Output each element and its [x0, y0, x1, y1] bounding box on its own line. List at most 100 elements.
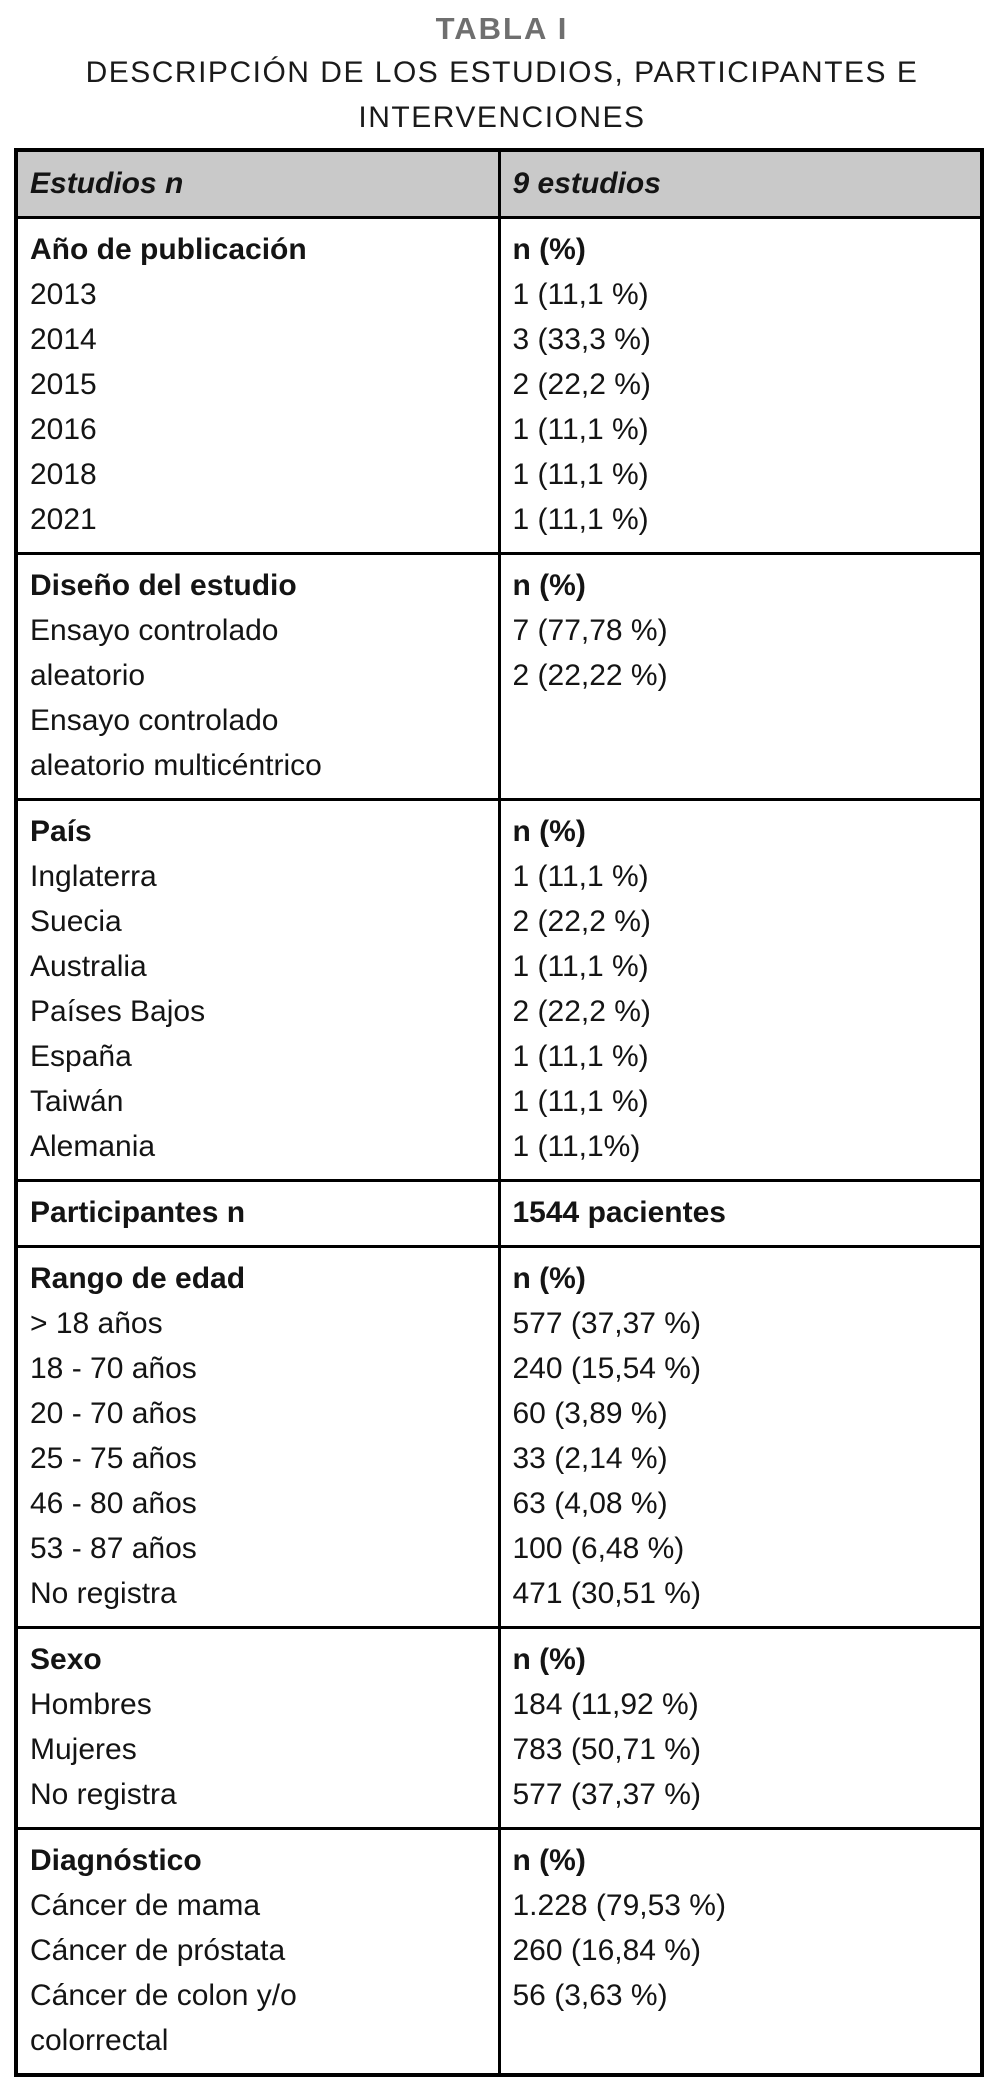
cell-line: 1 (11,1 %) [512, 278, 649, 311]
cell-line: Cáncer de colon y/o [30, 1979, 297, 2012]
cell-line: n (%) [512, 1643, 586, 1676]
cell-line: 1 (11,1%) [512, 1130, 641, 1163]
cell-line: 60 (3,89 %) [512, 1397, 668, 1430]
cell-line: 100 (6,48 %) [512, 1532, 685, 1565]
cell-line: 2014 [30, 323, 97, 356]
cell-line: 1 (11,1 %) [512, 1040, 649, 1073]
cell-line: 18 - 70 años [30, 1352, 197, 1385]
cell-line: 56 (3,63 %) [512, 1979, 668, 2012]
studies-description-table: Estudios n 9 estudios Año de publicación… [14, 148, 984, 2077]
cell-line: 2 (22,2 %) [512, 905, 651, 938]
cell-line: Participantes n [30, 1196, 246, 1229]
table-caption-line-1: DESCRIPCIÓN DE LOS ESTUDIOS, PARTICIPANT… [85, 56, 919, 89]
cell-line: 1 (11,1 %) [512, 950, 649, 983]
cell-line: n (%) [512, 1844, 586, 1877]
cell-line: 1 (11,1 %) [512, 413, 649, 446]
cell-line: No registra [30, 1577, 177, 1610]
cell-line: 184 (11,92 %) [512, 1688, 699, 1721]
cell-line: Ensayo controlado [30, 614, 279, 647]
cell-line: 577 (37,37 %) [512, 1778, 701, 1811]
cell-line: Cáncer de próstata [30, 1934, 286, 1967]
cell-line: España [30, 1040, 132, 1073]
cell-line: 20 - 70 años [30, 1397, 197, 1430]
cell-line: 1 (11,1 %) [512, 1085, 649, 1118]
cell-line: Mujeres [30, 1733, 137, 1766]
cell-line: 1 (11,1 %) [512, 503, 649, 536]
cell-line: 33 (2,14 %) [512, 1442, 668, 1475]
cell-line: Diagnóstico [30, 1844, 202, 1877]
header-cell-estudios: Estudios n [14, 148, 501, 219]
cell-line: 783 (50,71 %) [512, 1733, 701, 1766]
cell-line: Año de publicación [30, 233, 307, 266]
label-cell: Participantes n [14, 1179, 501, 1248]
cell-line: 471 (30,51 %) [512, 1577, 701, 1610]
value-cell: n (%) 577 (37,37 %) 240 (15,54 %) 60 (3,89 … [497, 1245, 984, 1629]
cell-line: País [30, 815, 92, 848]
cell-line: Cáncer de mama [30, 1889, 261, 1922]
table-section-row: Rango de edad > 18 años 18 - 70 años 20 - 7… [14, 1245, 984, 1629]
cell-line: Países Bajos [30, 995, 206, 1028]
table-section-row: Sexo Hombres Mujeres No registra n (%) 184 (1… [14, 1626, 984, 1830]
table-section-row: Diseño del estudio Ensayo controlado aleat… [14, 552, 984, 801]
cell-line: 240 (15,54 %) [512, 1352, 701, 1385]
header-cell-count: 9 estudios [497, 148, 984, 219]
table-section-row: Participantes n 1544 pacientes [14, 1179, 984, 1248]
cell-line: aleatorio multicéntrico [30, 749, 322, 782]
table-body: Año de publicación 2013 2014 2015 2016 2018 20… [14, 216, 984, 2077]
cell-line: > 18 años [30, 1307, 163, 1340]
table-caption-line-2: INTERVENCIONES [358, 101, 646, 134]
cell-line: 1 (11,1 %) [512, 860, 649, 893]
cell-line: 3 (33,3 %) [512, 323, 651, 356]
cell-line: 1.228 (79,53 %) [512, 1889, 726, 1922]
cell-line: aleatorio [30, 659, 146, 692]
value-cell: n (%) 1.228 (79,53 %) 260 (16,84 %) 56 (3,6… [497, 1827, 984, 2077]
table-header: Estudios n 9 estudios [14, 148, 984, 219]
cell-line: 53 - 87 años [30, 1532, 197, 1565]
cell-line: 2013 [30, 278, 97, 311]
value-cell: n (%) 1 (11,1 %) 3 (33,3 %) 2 (22,2 %) 1 (11… [497, 216, 984, 555]
value-cell: 1544 pacientes [497, 1179, 984, 1248]
label-cell: Sexo Hombres Mujeres No registra [14, 1626, 501, 1830]
cell-line: Sexo [30, 1643, 102, 1676]
cell-line: n (%) [512, 233, 586, 266]
label-cell: Diseño del estudio Ensayo controlado aleat… [14, 552, 501, 801]
cell-line: No registra [30, 1778, 177, 1811]
cell-line: 260 (16,84 %) [512, 1934, 701, 1967]
cell-line: Rango de edad [30, 1262, 246, 1295]
value-cell: n (%) 184 (11,92 %) 783 (50,71 %) 577 (37,3… [497, 1626, 984, 1830]
cell-line: Suecia [30, 905, 122, 938]
cell-line: 2018 [30, 458, 97, 491]
cell-line: Hombres [30, 1688, 152, 1721]
table-header-row: Estudios n 9 estudios [14, 148, 984, 219]
cell-line: Australia [30, 950, 147, 983]
table-section-row: Año de publicación 2013 2014 2015 2016 2018 20… [14, 216, 984, 555]
cell-line: n (%) [512, 1262, 586, 1295]
cell-line: 46 - 80 años [30, 1487, 197, 1520]
cell-line: 2015 [30, 368, 97, 401]
table-number-label: TABLA I [435, 11, 569, 46]
value-cell: n (%) 1 (11,1 %) 2 (22,2 %) 1 (11,1 %) 2 (22… [497, 798, 984, 1182]
table-section-row: País Inglaterra Suecia Australia Países Bajo… [14, 798, 984, 1182]
cell-line: Alemania [30, 1130, 156, 1163]
cell-line: 63 (4,08 %) [512, 1487, 668, 1520]
cell-line: colorrectal [30, 2024, 169, 2057]
cell-line: n (%) [512, 569, 586, 602]
value-cell: n (%) 7 (77,78 %) 2 (22,22 %) [497, 552, 984, 801]
cell-line: 577 (37,37 %) [512, 1307, 701, 1340]
label-cell: Rango de edad > 18 años 18 - 70 años 20 - 7… [14, 1245, 501, 1629]
table-section-row: Diagnóstico Cáncer de mama Cáncer de próst… [14, 1827, 984, 2077]
cell-line: 1544 pacientes [512, 1196, 726, 1229]
cell-line: Diseño del estudio [30, 569, 297, 602]
cell-line: n (%) [512, 815, 586, 848]
cell-line: 2 (22,2 %) [512, 995, 651, 1028]
label-cell: Diagnóstico Cáncer de mama Cáncer de próst… [14, 1827, 501, 2077]
cell-line: 1 (11,1 %) [512, 458, 649, 491]
label-cell: Año de publicación 2013 2014 2015 2016 2018 20… [14, 216, 501, 555]
cell-line: Taiwán [30, 1085, 124, 1118]
label-cell: País Inglaterra Suecia Australia Países Bajo… [14, 798, 501, 1182]
cell-line: 2016 [30, 413, 97, 446]
cell-line: 2 (22,2 %) [512, 368, 651, 401]
table-title-block: TABLA I DESCRIPCIÓN DE LOS ESTUDIOS, PAR… [0, 0, 1004, 140]
cell-line: Ensayo controlado [30, 704, 279, 737]
